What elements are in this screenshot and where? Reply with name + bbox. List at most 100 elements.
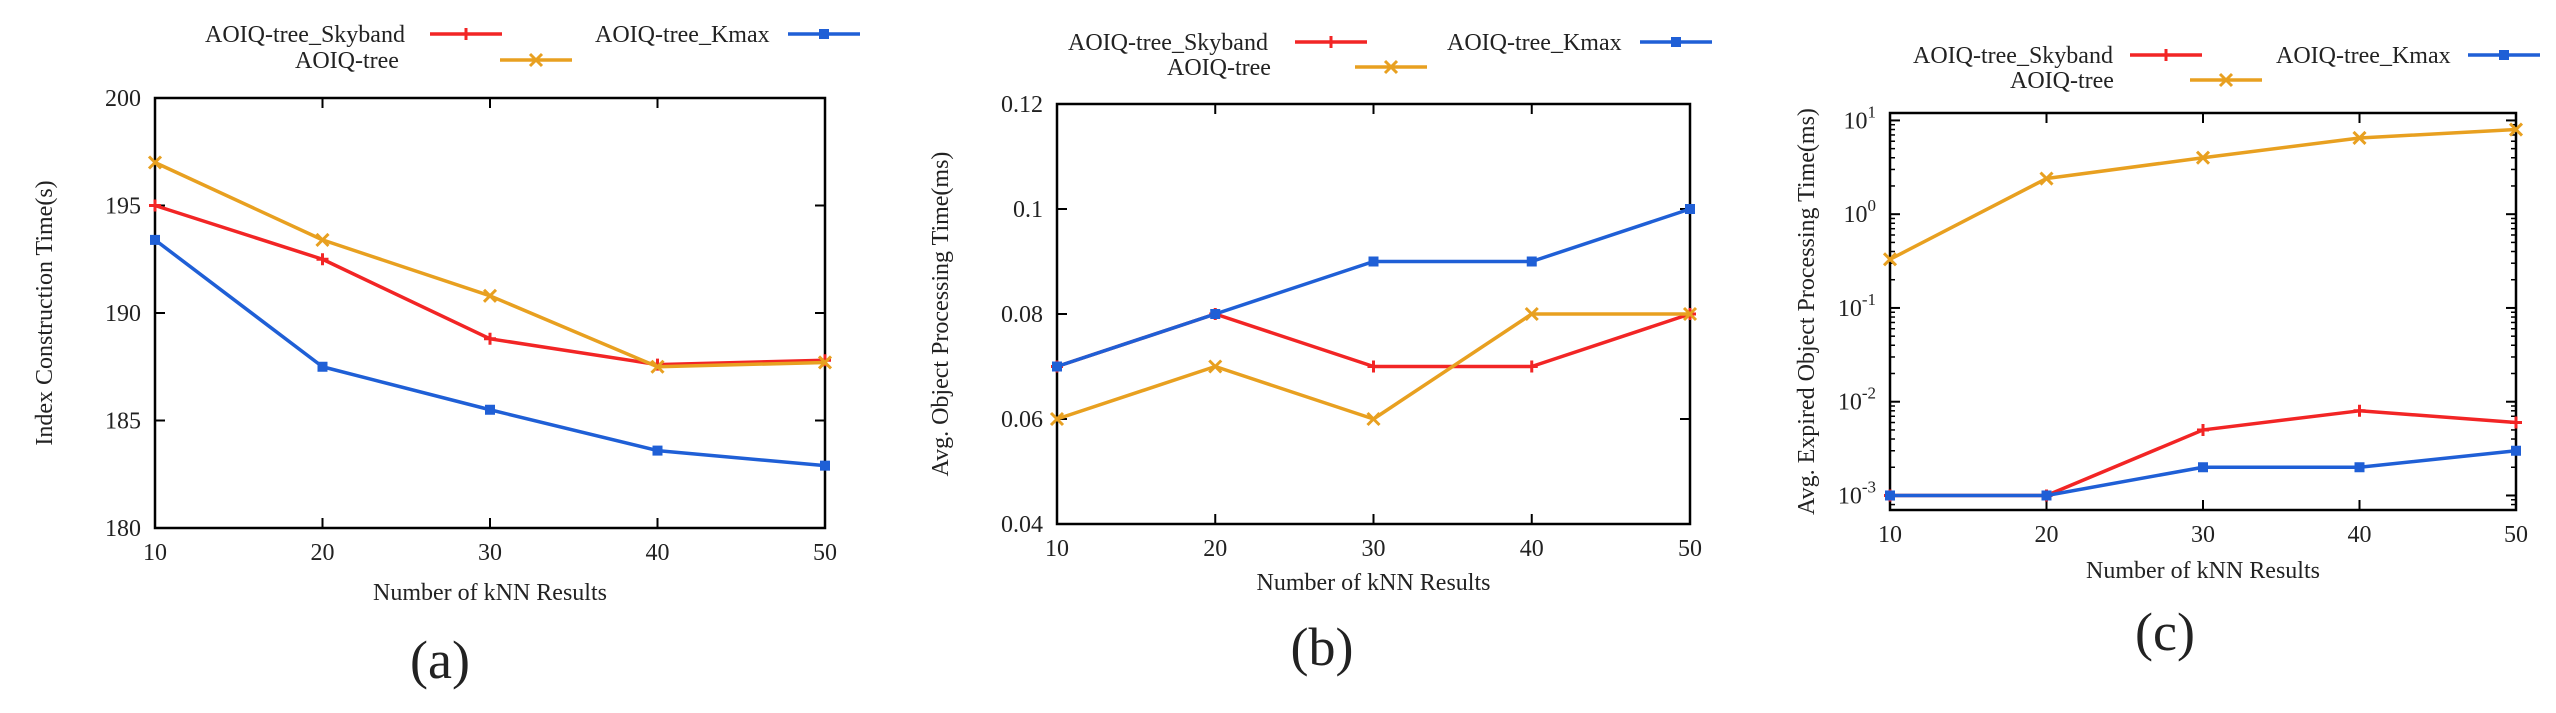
data-point xyxy=(2039,171,2054,186)
x-tick-label: 40 xyxy=(2348,522,2372,548)
data-point xyxy=(1366,411,1381,427)
x-tick-label: 20 xyxy=(311,540,335,566)
series-aoiq-tree-kmax xyxy=(1052,204,1695,372)
chart-panel-2: 0.04 0.06 0.08 0.1 0.12 10 20 30 40 50 Number of k… xyxy=(928,30,1712,596)
data-point xyxy=(2195,150,2211,165)
legend-label: AOIQ-tree_Skyband xyxy=(1068,30,1268,56)
data-point xyxy=(1525,360,1538,373)
chart-panel-1: 180 185 190 195 200 10 20 30 40 50 Number of kNN R… xyxy=(32,22,860,606)
data-point xyxy=(1210,309,1221,319)
series-aoiq-tree-skyband xyxy=(1884,404,2522,502)
legend-marker xyxy=(1383,59,1399,75)
legend-label: AOIQ-tree_Kmax xyxy=(2276,43,2451,69)
data-point xyxy=(650,359,665,374)
y-tick-label: 10-1 xyxy=(1838,290,1876,322)
series-line xyxy=(1889,127,2517,261)
y-tick-label: 10-2 xyxy=(1838,384,1876,416)
x-axis-label: Number of kNN Results xyxy=(2086,558,2320,584)
plot-frame xyxy=(1888,111,2518,512)
series-line xyxy=(1056,312,1691,369)
series-line xyxy=(1890,409,2517,498)
legend-marker xyxy=(2499,50,2509,60)
x-axis-label: Number of kNN Results xyxy=(373,580,607,606)
y-tick-label: 100 xyxy=(1844,196,1877,228)
legend-label: AOIQ-tree xyxy=(295,48,399,74)
legend-marker xyxy=(1671,37,1681,47)
data-point xyxy=(482,288,498,303)
series-aoiq-tree-kmax xyxy=(1885,445,2521,501)
x-tick-label: 20 xyxy=(1203,536,1227,562)
data-point xyxy=(1882,252,1898,267)
data-point xyxy=(2354,462,2365,473)
legend-marker xyxy=(528,52,544,68)
data-point xyxy=(1208,359,1223,374)
data-point xyxy=(817,355,833,370)
series-line xyxy=(153,238,826,468)
x-tick-label: 10 xyxy=(1878,522,1902,548)
data-point xyxy=(1049,411,1065,427)
legend-label: AOIQ-tree xyxy=(1167,55,1271,81)
data-point xyxy=(2352,130,2367,146)
legend-label: AOIQ-tree xyxy=(2010,68,2114,94)
legend-marker xyxy=(2160,49,2172,61)
data-point xyxy=(1368,256,1379,267)
panel-label: (b) xyxy=(1291,617,1354,677)
data-point xyxy=(147,155,163,170)
data-point xyxy=(2198,462,2208,473)
chart-panel-3: 10-3 10-2 10-1 100 101 10 20 30 40 50 Number of kN… xyxy=(1794,43,2540,584)
x-tick-label: 50 xyxy=(2504,522,2528,548)
data-point xyxy=(317,361,328,372)
data-point xyxy=(150,234,160,245)
series-aoiq-tree-kmax xyxy=(150,234,830,471)
legend-marker xyxy=(1325,36,1337,48)
y-tick-label: 180 xyxy=(105,516,141,542)
data-point xyxy=(315,232,330,247)
x-tick-label: 50 xyxy=(1678,536,1702,562)
y-tick-label: 101 xyxy=(1844,102,1877,134)
data-point xyxy=(1526,256,1537,267)
x-tick-label: 40 xyxy=(646,540,670,566)
legend-label: AOIQ-tree_Skyband xyxy=(205,22,405,48)
data-point xyxy=(2197,423,2209,436)
legend-marker xyxy=(819,29,829,39)
x-tick-label: 30 xyxy=(478,540,502,566)
data-point xyxy=(1682,306,1698,322)
series-aoiq-tree xyxy=(1882,122,2524,267)
data-point xyxy=(820,460,830,471)
y-tick-label: 200 xyxy=(105,86,141,112)
legend-marker xyxy=(460,28,472,40)
y-tick-label: 0.04 xyxy=(1001,512,1043,538)
x-tick-label: 50 xyxy=(813,540,837,566)
y-tick-label: 190 xyxy=(105,301,141,327)
data-point xyxy=(485,404,495,415)
x-tick-label: 40 xyxy=(1520,536,1544,562)
y-tick-label: 0.06 xyxy=(1001,407,1043,433)
data-point xyxy=(1885,490,1895,501)
data-point xyxy=(2511,445,2521,456)
series-aoiq-tree-skyband xyxy=(149,199,831,371)
y-tick-label: 0.1 xyxy=(1013,197,1043,223)
legend-label: AOIQ-tree_Kmax xyxy=(1447,30,1622,56)
data-point xyxy=(149,199,161,212)
data-point xyxy=(2510,416,2522,429)
legend-marker xyxy=(2218,72,2234,88)
data-point xyxy=(1367,360,1380,373)
x-axis-label: Number of kNN Results xyxy=(1257,570,1491,596)
series-aoiq-tree-skyband xyxy=(1051,308,1696,373)
legend-label: AOIQ-tree_Skyband xyxy=(1913,43,2113,69)
x-tick-label: 20 xyxy=(2035,522,2059,548)
series-aoiq-tree xyxy=(147,155,833,374)
data-point xyxy=(1052,361,1062,372)
data-point xyxy=(1524,306,1539,322)
data-point xyxy=(1685,204,1695,214)
y-tick-label: 195 xyxy=(105,194,141,220)
y-tick-label: 10-3 xyxy=(1838,477,1876,509)
data-point xyxy=(316,253,329,266)
panel-label: (a) xyxy=(410,630,470,690)
data-point xyxy=(2041,490,2052,501)
panel-label: (c) xyxy=(2135,602,2195,662)
y-axis-label: Avg. Object Processing Time(ms) xyxy=(928,152,954,477)
y-tick-label: 185 xyxy=(105,409,141,435)
x-tick-label: 10 xyxy=(1045,536,1069,562)
